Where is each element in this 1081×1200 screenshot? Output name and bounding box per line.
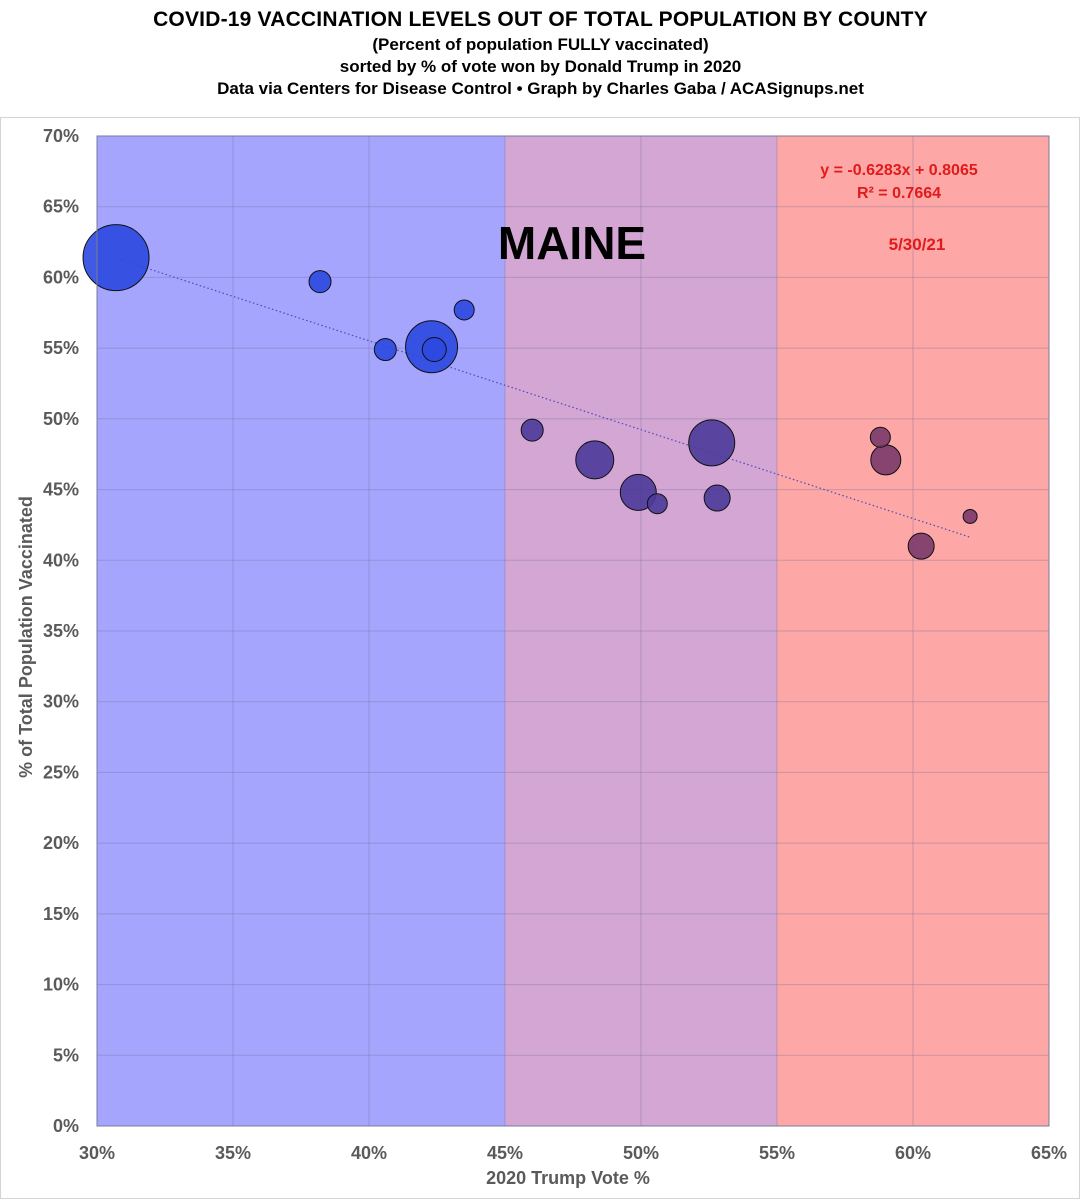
data-point <box>520 418 544 442</box>
x-tick-label: 50% <box>623 1143 659 1163</box>
data-point <box>869 426 891 448</box>
data-point <box>453 299 475 321</box>
data-point <box>82 224 150 292</box>
x-tick-label: 65% <box>1031 1143 1067 1163</box>
data-point <box>907 532 935 560</box>
y-tick-label: 20% <box>43 833 79 853</box>
r-squared: R² = 0.7664 <box>857 185 941 202</box>
data-point <box>703 484 731 512</box>
x-tick-label: 55% <box>759 1143 795 1163</box>
y-tick-label: 55% <box>43 338 79 358</box>
date-label: 5/30/21 <box>889 235 946 254</box>
y-tick-label: 70% <box>43 126 79 146</box>
y-tick-label: 40% <box>43 550 79 570</box>
chart-header: COVID-19 VACCINATION LEVELS OUT OF TOTAL… <box>0 6 1081 100</box>
state-title: MAINE <box>498 217 646 269</box>
y-tick-label: 45% <box>43 480 79 500</box>
y-tick-label: 5% <box>53 1045 79 1065</box>
data-points <box>82 224 978 560</box>
y-tick-label: 15% <box>43 904 79 924</box>
chart-title: COVID-19 VACCINATION LEVELS OUT OF TOTAL… <box>153 8 928 31</box>
axes: 0% 5% 10% 15% 20% 25% 30% 35% 40% 45% 50% 55% 60% 65%… <box>43 126 1067 1163</box>
y-tick-label: 0% <box>53 1116 79 1136</box>
chart-frame: 0% 5% 10% 15% 20% 25% 30% 35% 40% 45% 50% 55% 60% 65%… <box>0 117 1080 1199</box>
data-point <box>575 440 615 480</box>
y-tick-label: 50% <box>43 409 79 429</box>
chart-subtitle-3: Data via Centers for Disease Control • G… <box>217 79 864 98</box>
y-tick-label: 60% <box>43 267 79 287</box>
x-tick-label: 35% <box>215 1143 251 1163</box>
x-axis-title: 2020 Trump Vote % <box>486 1168 650 1188</box>
y-axis-title: % of Total Population Vaccinated <box>16 496 36 778</box>
trendline <box>115 257 971 538</box>
scatter-chart: 0% 5% 10% 15% 20% 25% 30% 35% 40% 45% 50% 55% 60% 65%… <box>16 126 1067 1188</box>
chart-subtitle-1: (Percent of population FULLY vaccinated) <box>372 35 709 54</box>
zone-trump <box>777 136 1049 1126</box>
plot-border <box>96 135 1050 1127</box>
data-point <box>373 338 397 362</box>
zone-biden <box>97 136 505 1126</box>
y-tick-label: 30% <box>43 692 79 712</box>
y-tick-label: 35% <box>43 621 79 641</box>
chart-labels: 2020 Trump Vote % % of Total Population V… <box>16 162 978 1188</box>
vote-zones <box>97 136 1049 1126</box>
x-tick-label: 40% <box>351 1143 387 1163</box>
x-tick-label: 45% <box>487 1143 523 1163</box>
data-point <box>688 419 736 467</box>
trend-equation: y = -0.6283x + 0.8065 <box>820 162 978 179</box>
data-point <box>421 337 447 363</box>
y-tick-label: 10% <box>43 975 79 995</box>
chart-subtitle-2: sorted by % of vote won by Donald Trump … <box>339 57 742 76</box>
data-point <box>962 508 978 524</box>
data-point <box>308 270 332 294</box>
trendline-group <box>115 257 971 538</box>
data-point <box>870 444 902 476</box>
y-tick-label: 25% <box>43 762 79 782</box>
zone-swing <box>505 136 777 1126</box>
data-point <box>646 493 668 515</box>
x-tick-label: 30% <box>79 1143 115 1163</box>
x-tick-label: 60% <box>895 1143 931 1163</box>
y-tick-label: 65% <box>43 197 79 217</box>
